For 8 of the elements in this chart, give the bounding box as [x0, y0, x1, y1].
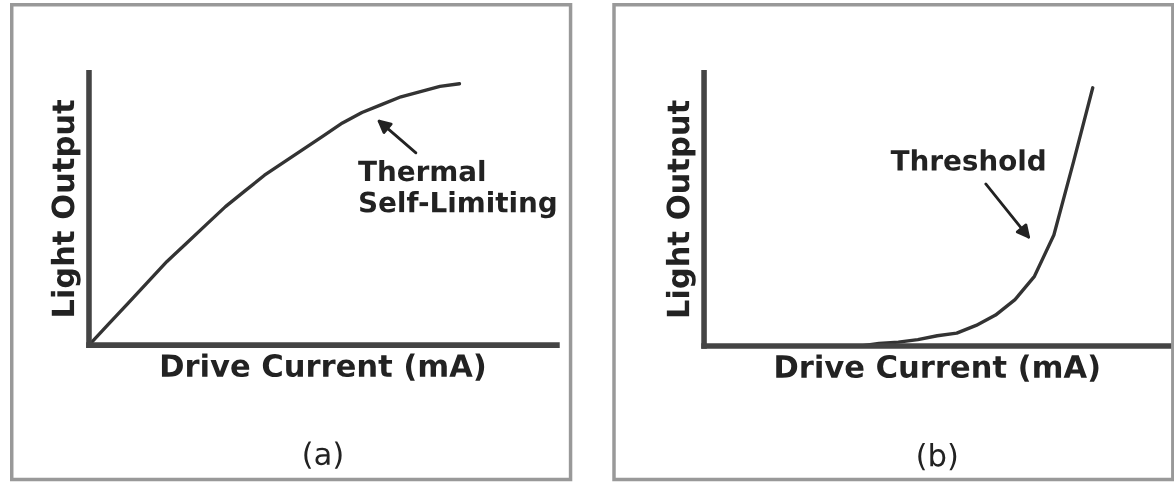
text: (b): [918, 442, 957, 471]
y-axis-title: Light Output: [665, 100, 696, 317]
text: (a): [304, 441, 342, 469]
annotation: Threshold: [890, 149, 1045, 171]
x-axis-title: Drive Current (mA): [776, 354, 1099, 382]
y-axis-title: Light Output: [50, 99, 81, 316]
x-axis-title: Drive Current (mA): [161, 353, 485, 381]
annotation: Thermal Self-Limiting: [358, 159, 556, 219]
